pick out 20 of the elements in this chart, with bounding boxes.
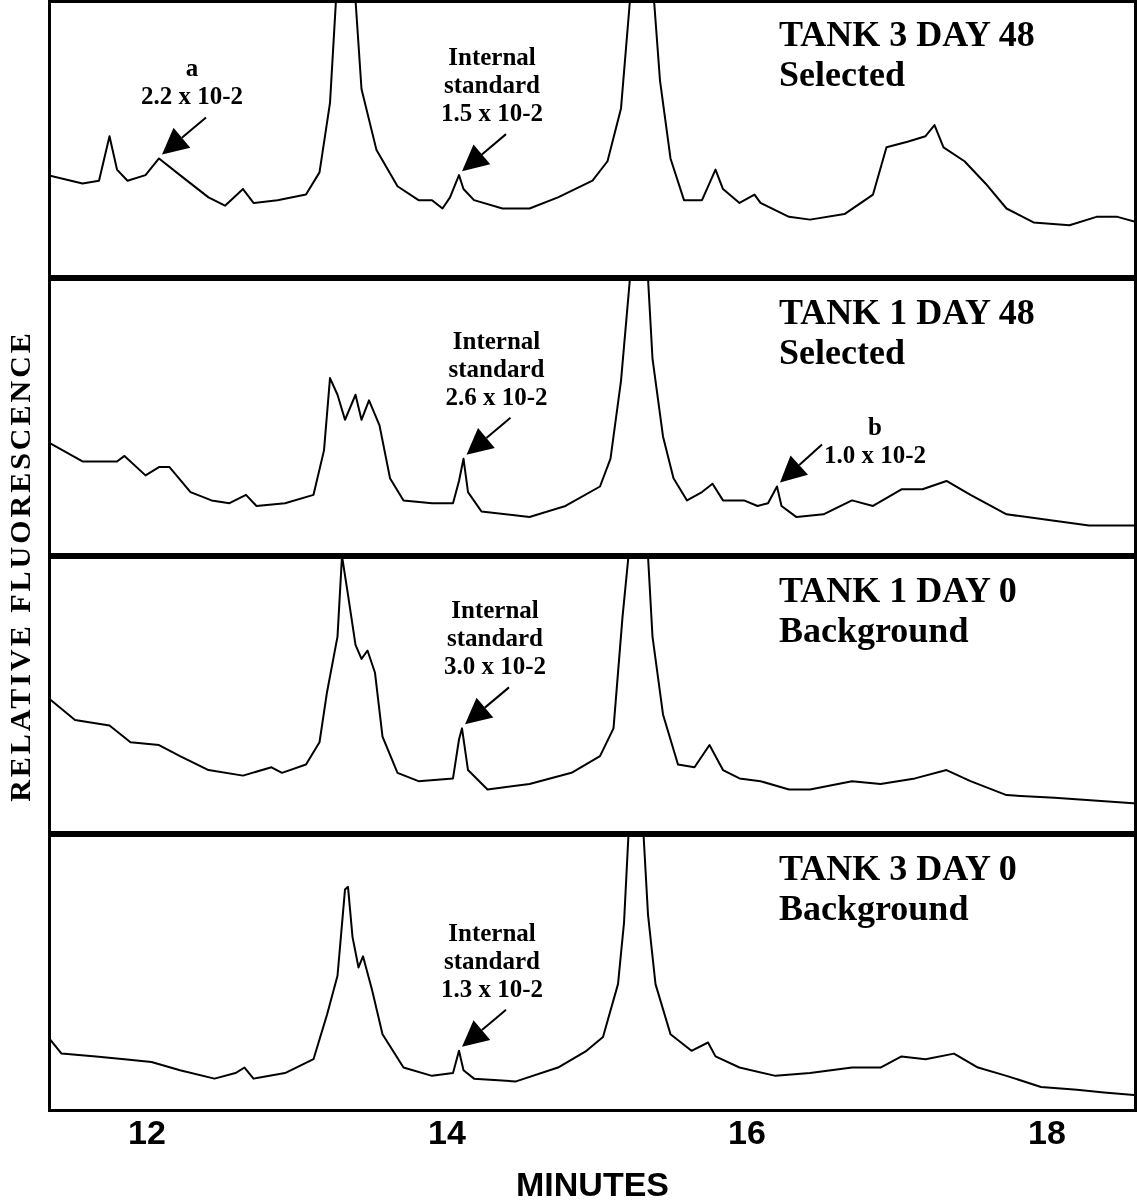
x-tick-label: 16 <box>728 1113 766 1152</box>
annotation: Internal standard 1.3 x 10-2 <box>440 918 544 1002</box>
x-tick-label: 12 <box>128 1113 166 1152</box>
chart-title: TANK 3 DAY 0 <box>779 848 1017 888</box>
chart-title: TANK 1 DAY 48 <box>779 292 1035 332</box>
text: Selected <box>779 54 905 94</box>
annotation: Internal standard 2.6 x 10-2 <box>445 326 548 410</box>
chart-title: TANK 1 DAY 0 <box>779 570 1017 610</box>
chart-title: TANK 3 DAY 48 <box>779 14 1035 54</box>
annotation: b 1.0 x 10-2 <box>823 412 927 468</box>
y-axis-title: RELATIVE FLUORESCENCE <box>3 330 36 802</box>
annotation: Internal standard 1.5 x 10-2 <box>440 43 544 127</box>
x-tick-label: 14 <box>428 1113 466 1152</box>
annotation: Internal standard 3.0 x 10-2 <box>443 596 547 680</box>
x-tick-label: 18 <box>1028 1113 1066 1152</box>
text: Selected <box>779 332 905 372</box>
text: Background <box>779 610 969 650</box>
x-axis-title: MINUTES <box>516 1165 669 1203</box>
annotation: a 2.2 x 10-2 <box>140 54 244 110</box>
text: Background <box>779 888 969 928</box>
